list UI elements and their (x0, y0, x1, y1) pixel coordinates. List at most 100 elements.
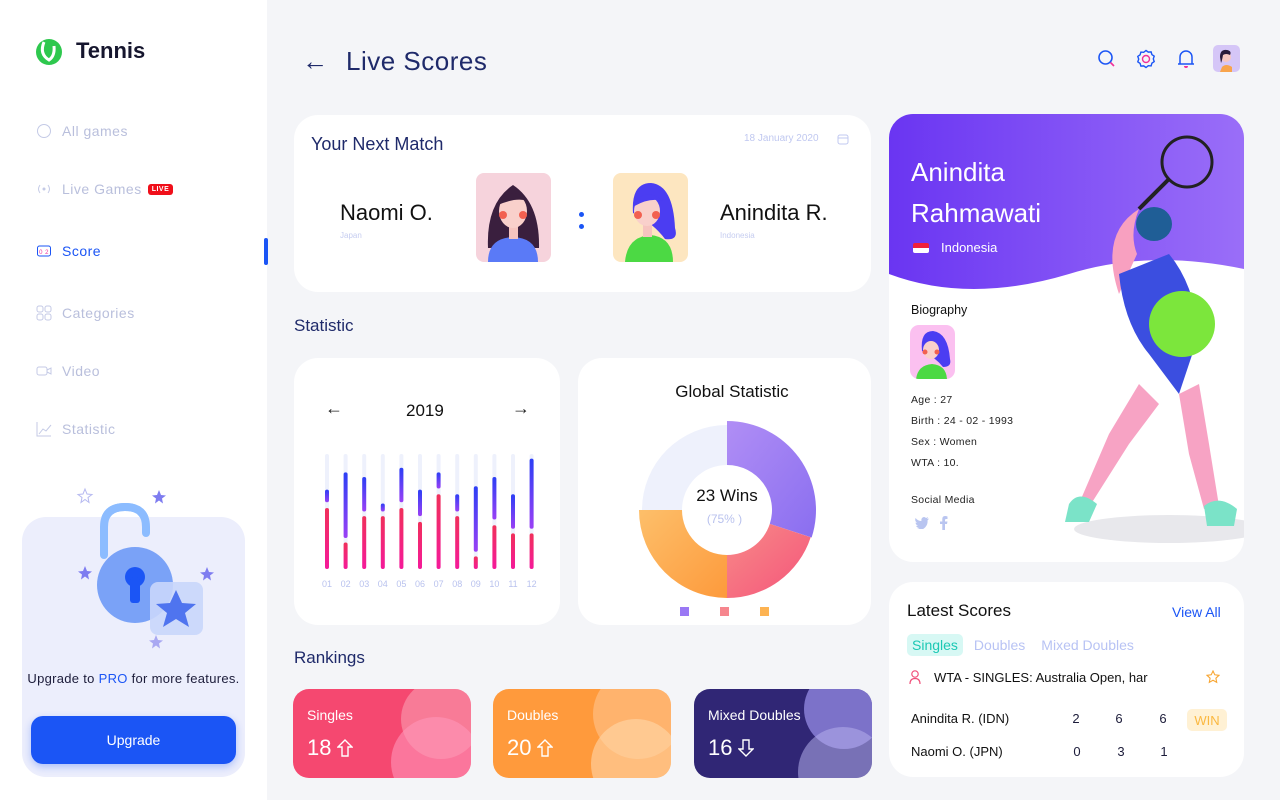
bar-upper-08 (455, 494, 460, 512)
bell-icon[interactable] (1176, 48, 1196, 70)
twitter-icon[interactable] (915, 517, 929, 529)
month-tick: 09 (471, 579, 481, 589)
bio-age: Age : 27 (911, 394, 953, 406)
tab-doubles[interactable]: Doubles (973, 637, 1026, 653)
set-score: 6 (1159, 711, 1167, 726)
bio-birth: Birth : 24 - 02 - 1993 (911, 415, 1014, 427)
bar-lower-03 (362, 516, 367, 569)
arrow-down-icon (738, 739, 755, 757)
arrow-up-icon (537, 739, 554, 757)
month-tick: 05 (396, 579, 406, 589)
bar-lower-01 (325, 508, 329, 569)
bar-lower-06 (418, 521, 422, 569)
tennis-logo-icon (36, 39, 62, 65)
bar-lower-02 (343, 542, 348, 569)
ranking-value: 18 (307, 735, 354, 761)
latest-scores-card: Latest Scores View All Singles Doubles M… (889, 582, 1244, 777)
bio-sex: Sex : Women (911, 436, 978, 448)
player-country: Indonesia (941, 240, 998, 255)
year-label: 2019 (406, 401, 444, 420)
bar-lower-07 (436, 494, 441, 569)
donut-slice-2 (639, 510, 727, 598)
sidebar-item-live-games[interactable]: Live Games LIVE (36, 181, 174, 197)
ranking-card-singles[interactable]: Singles 18 (293, 689, 471, 778)
bar-upper-11 (511, 494, 515, 529)
view-all-link[interactable]: View All (1172, 604, 1221, 620)
rankings-heading: Rankings (294, 648, 365, 667)
tab-singles[interactable]: Singles (907, 634, 963, 656)
upgrade-card: Upgrade to PRO for more features. Upgrad… (22, 517, 245, 777)
sidebar-item-score[interactable]: 0 2 Score (36, 243, 101, 259)
chart-icon (36, 422, 52, 437)
ranking-card-mixed-doubles[interactable]: Mixed Doubles 16 (694, 689, 872, 778)
biography-heading: Biography (911, 303, 968, 317)
wins-label: 23 Wins (696, 486, 758, 505)
statistic-heading: Statistic (294, 316, 354, 335)
sidebar-item-video[interactable]: Video (36, 363, 100, 379)
donut-slice-3 (642, 425, 727, 510)
next-year-button[interactable]: → (512, 398, 530, 418)
bar-lower-12 (529, 533, 534, 569)
separator-dot (579, 224, 584, 229)
sidebar-item-all-games[interactable]: All games (36, 123, 128, 139)
upgrade-button[interactable]: Upgrade (31, 716, 236, 764)
label: Live Games (62, 181, 142, 197)
monthly-chart-card: ← 2019 → 01 02 03 04 05 06 07 08 09 10 11 12 (294, 358, 560, 625)
bar-upper-01 (325, 489, 329, 503)
bar-upper-02 (343, 472, 348, 538)
latest-scores-title: Latest Scores (907, 601, 1011, 620)
next-match-title: Your Next Match (311, 134, 444, 154)
bar-upper-12 (529, 458, 534, 529)
prev-year-button[interactable]: ← (325, 398, 343, 418)
event-title: WTA - SINGLES: Australia Open, har (934, 670, 1148, 685)
set-score: 3 (1117, 744, 1125, 759)
sidebar-item-categories[interactable]: Categories (36, 305, 135, 321)
profile-header-bg (889, 114, 1244, 289)
donut-slice-0 (727, 421, 816, 538)
indonesia-flag-icon (913, 243, 929, 253)
sidebar-item-statistic[interactable]: Statistic (36, 421, 116, 437)
label: Categories (62, 305, 135, 321)
ranking-card-doubles[interactable]: Doubles 20 (493, 689, 671, 778)
facebook-icon[interactable] (940, 516, 948, 530)
legend-swatch (680, 607, 689, 616)
gear-icon[interactable] (1136, 49, 1156, 69)
label: Score (62, 243, 102, 259)
player2-country: Indonesia (720, 231, 755, 240)
search-icon[interactable] (1097, 49, 1117, 69)
score-row-player2: Naomi O. (JPN) (911, 744, 1003, 759)
set-score: 0 (1073, 744, 1081, 759)
upgrade-text: Upgrade to PRO for more features. (27, 671, 240, 686)
star-icon[interactable] (1206, 670, 1220, 684)
month-tick: 07 (434, 579, 444, 589)
tab-mixed-doubles[interactable]: Mixed Doubles (1041, 637, 1134, 653)
month-tick: 08 (452, 579, 462, 589)
ranking-label: Singles (307, 707, 353, 723)
donut-chart (639, 421, 816, 598)
month-tick: 11 (508, 579, 517, 589)
scoreboard-icon: 0 2 (37, 245, 51, 257)
bar-upper-06 (418, 489, 422, 517)
avatar[interactable] (1213, 45, 1240, 72)
set-score: 2 (1072, 711, 1080, 726)
match-date: 18 January 2020 (744, 133, 819, 144)
player-profile-card: Anindita Rahmawati Indonesia Biography Ag… (889, 114, 1244, 562)
bar-lower-10 (492, 525, 497, 569)
global-statistic-card: Global Statistic 23 Wins (75% ) (578, 358, 871, 625)
ranking-label: Doubles (507, 707, 559, 723)
biography-portrait-icon (916, 331, 951, 379)
win-badge: WIN (1187, 709, 1227, 731)
bar-upper-04 (380, 503, 385, 512)
donut-slice-1 (727, 523, 811, 598)
set-score: 1 (1160, 744, 1168, 759)
month-tick: 04 (378, 579, 388, 589)
back-button[interactable]: ← (302, 46, 328, 76)
player2-portrait-icon (625, 183, 676, 262)
player-name: Anindita Rahmawati (911, 157, 1042, 228)
global-statistic-title: Global Statistic (675, 382, 789, 401)
live-badge: LIVE (147, 183, 174, 195)
page-title: Live Scores (346, 46, 488, 76)
score-tabs: Singles Doubles Mixed Doubles (907, 634, 1139, 656)
player2-avatar (613, 173, 688, 262)
calendar-icon[interactable] (837, 133, 849, 145)
